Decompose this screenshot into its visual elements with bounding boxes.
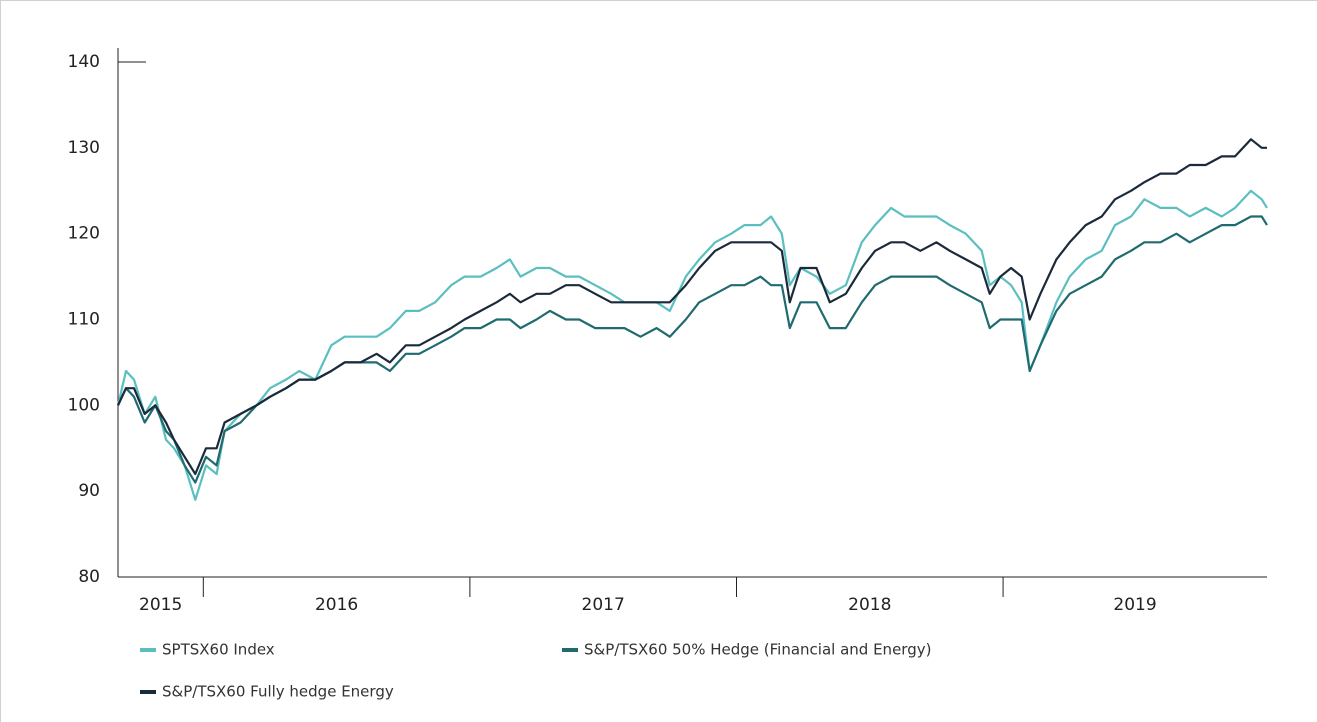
- y-tick-label: 140: [68, 52, 100, 72]
- y-tick-label: 100: [68, 395, 100, 415]
- y-tick-label: 120: [68, 224, 100, 244]
- series-line: [117, 138, 1267, 476]
- y-tick-label: 130: [68, 138, 100, 158]
- legend-swatch: [562, 648, 578, 652]
- legend-swatch: [140, 648, 156, 652]
- year-label: 2015: [139, 595, 182, 615]
- legend-label: S&P/TSX60 50% Hedge (Financial and Energ…: [584, 641, 931, 659]
- legend-swatch: [140, 690, 156, 694]
- legend-label: SPTSX60 Index: [162, 641, 275, 659]
- y-tick-label: 80: [78, 567, 100, 587]
- legend-label: S&P/TSX60 Fully hedge Energy: [162, 683, 394, 701]
- year-label: 2016: [315, 595, 358, 615]
- y-tick-label: 110: [68, 310, 100, 330]
- y-tick-label: 90: [78, 481, 100, 501]
- series-line: [117, 215, 1268, 484]
- year-label: 2017: [582, 595, 625, 615]
- year-label: 2019: [1113, 595, 1156, 615]
- series-line: [116, 189, 1268, 501]
- year-label: 2018: [848, 595, 891, 615]
